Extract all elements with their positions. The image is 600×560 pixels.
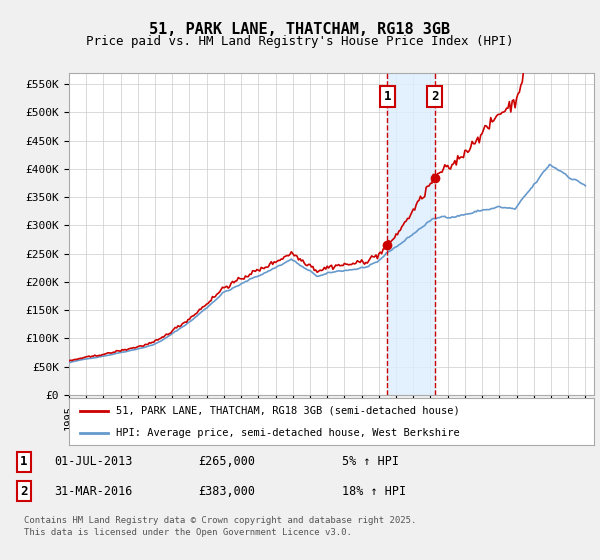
Bar: [388, 73, 435, 395]
Text: 1: 1: [383, 90, 391, 103]
Text: 2: 2: [431, 90, 439, 103]
Text: 31-MAR-2016: 31-MAR-2016: [54, 485, 133, 498]
Text: 5% ↑ HPI: 5% ↑ HPI: [342, 455, 399, 468]
Text: This data is licensed under the Open Government Licence v3.0.: This data is licensed under the Open Gov…: [24, 528, 352, 536]
Text: 51, PARK LANE, THATCHAM, RG18 3GB: 51, PARK LANE, THATCHAM, RG18 3GB: [149, 22, 451, 38]
Text: £383,000: £383,000: [198, 485, 255, 498]
Text: £265,000: £265,000: [198, 455, 255, 468]
Text: Contains HM Land Registry data © Crown copyright and database right 2025.: Contains HM Land Registry data © Crown c…: [24, 516, 416, 525]
Text: Price paid vs. HM Land Registry's House Price Index (HPI): Price paid vs. HM Land Registry's House …: [86, 35, 514, 48]
Text: 51, PARK LANE, THATCHAM, RG18 3GB (semi-detached house): 51, PARK LANE, THATCHAM, RG18 3GB (semi-…: [116, 406, 460, 416]
Text: 2: 2: [20, 485, 28, 498]
Text: 18% ↑ HPI: 18% ↑ HPI: [342, 485, 406, 498]
Text: HPI: Average price, semi-detached house, West Berkshire: HPI: Average price, semi-detached house,…: [116, 428, 460, 438]
Text: 1: 1: [20, 455, 28, 468]
Text: 01-JUL-2013: 01-JUL-2013: [54, 455, 133, 468]
